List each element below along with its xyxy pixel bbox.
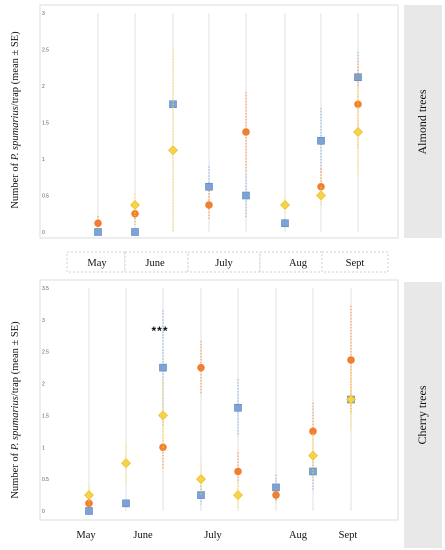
almond-panel: Number of P. spumarius/trap (mean ± SE) … bbox=[10, 4, 442, 273]
y-tick-label: 1.5 bbox=[42, 413, 49, 419]
data-point-diamond bbox=[168, 145, 178, 156]
y-tick-label: 1.5 bbox=[42, 121, 49, 127]
data-point-diamond bbox=[233, 490, 243, 500]
side-panel bbox=[404, 5, 442, 238]
data-point-diamond bbox=[280, 200, 290, 210]
y-tick-label: 0 bbox=[42, 509, 45, 515]
month-label-may: May bbox=[76, 530, 96, 541]
month-label-june: June bbox=[133, 530, 153, 541]
month-label-june: June bbox=[145, 258, 165, 269]
y-axis-label: Number of P. spumarius/trap (mean ± SE) bbox=[10, 321, 21, 499]
data-point-square bbox=[205, 182, 213, 191]
month-label-aug: Aug bbox=[289, 530, 308, 541]
data-point-square bbox=[234, 403, 242, 412]
data-point-circle bbox=[197, 363, 205, 372]
side-panel bbox=[404, 282, 442, 548]
cherry-panel: Number of P. spumarius/trap (mean ± SE) … bbox=[10, 279, 442, 548]
y-tick-label: 0 bbox=[42, 230, 45, 236]
y-tick-label: 3.5 bbox=[42, 286, 49, 292]
data-point-square bbox=[85, 507, 93, 515]
month-labels: May June July Aug Sept bbox=[76, 530, 357, 541]
data-point-diamond bbox=[353, 127, 363, 137]
data-point-diamond bbox=[196, 474, 206, 485]
plot-frame bbox=[39, 4, 399, 239]
y-tick-label: 2 bbox=[42, 84, 45, 90]
data-point-square bbox=[309, 467, 317, 476]
data-point-circle bbox=[85, 499, 93, 508]
data-point-diamond bbox=[308, 450, 318, 461]
data-point-square bbox=[242, 191, 250, 200]
month-label-aug: Aug bbox=[289, 258, 308, 269]
data-point-circle bbox=[94, 219, 102, 228]
y-tick-label: 3 bbox=[42, 318, 45, 324]
plot-frame bbox=[39, 279, 399, 521]
y-tick-label: 1 bbox=[42, 157, 45, 163]
data-point-square bbox=[281, 219, 289, 228]
data-point-diamond bbox=[316, 190, 326, 201]
data-point-circle bbox=[131, 209, 139, 218]
month-box-sept bbox=[321, 251, 389, 273]
data-point-circle bbox=[272, 491, 280, 499]
data-point-circle bbox=[242, 128, 250, 136]
month-label-july: July bbox=[215, 258, 233, 269]
panel-label: Cherry trees bbox=[415, 385, 429, 444]
y-tick-label: 2.5 bbox=[42, 48, 49, 54]
data-point-diamond bbox=[130, 200, 140, 210]
y-tick-label: 0.5 bbox=[42, 194, 49, 200]
month-label-may: May bbox=[87, 258, 107, 269]
data-point-diamond bbox=[84, 490, 94, 500]
y-tick-label: 1 bbox=[42, 445, 45, 451]
data-point-square bbox=[159, 363, 167, 372]
significance-annotation: *** bbox=[151, 324, 168, 338]
data-point-circle bbox=[234, 467, 242, 476]
month-label-sept: Sept bbox=[346, 258, 365, 269]
panel-label: Almond trees bbox=[415, 89, 429, 154]
data-point-circle bbox=[205, 201, 213, 209]
data-point-diamond bbox=[158, 410, 168, 421]
data-point-square bbox=[122, 499, 130, 508]
month-labels: May June July Aug Sept bbox=[66, 251, 389, 273]
y-tick-label: 0.5 bbox=[42, 477, 49, 483]
data-point-diamond bbox=[346, 394, 356, 405]
data-point-square bbox=[317, 136, 325, 145]
data-point-diamond bbox=[121, 458, 131, 469]
data-point-circle bbox=[309, 427, 317, 436]
data-point-circle bbox=[347, 356, 355, 364]
y-axis-label: Number of P. spumarius/trap (mean ± SE) bbox=[10, 31, 21, 209]
month-label-sept: Sept bbox=[339, 530, 358, 541]
y-tick-label: 2.5 bbox=[42, 350, 49, 356]
data-point-square bbox=[131, 228, 139, 236]
y-tick-label: 2 bbox=[42, 382, 45, 388]
y-tick-label: 3 bbox=[42, 11, 45, 17]
data-point-square bbox=[94, 228, 102, 236]
month-label-july: July bbox=[204, 530, 222, 541]
